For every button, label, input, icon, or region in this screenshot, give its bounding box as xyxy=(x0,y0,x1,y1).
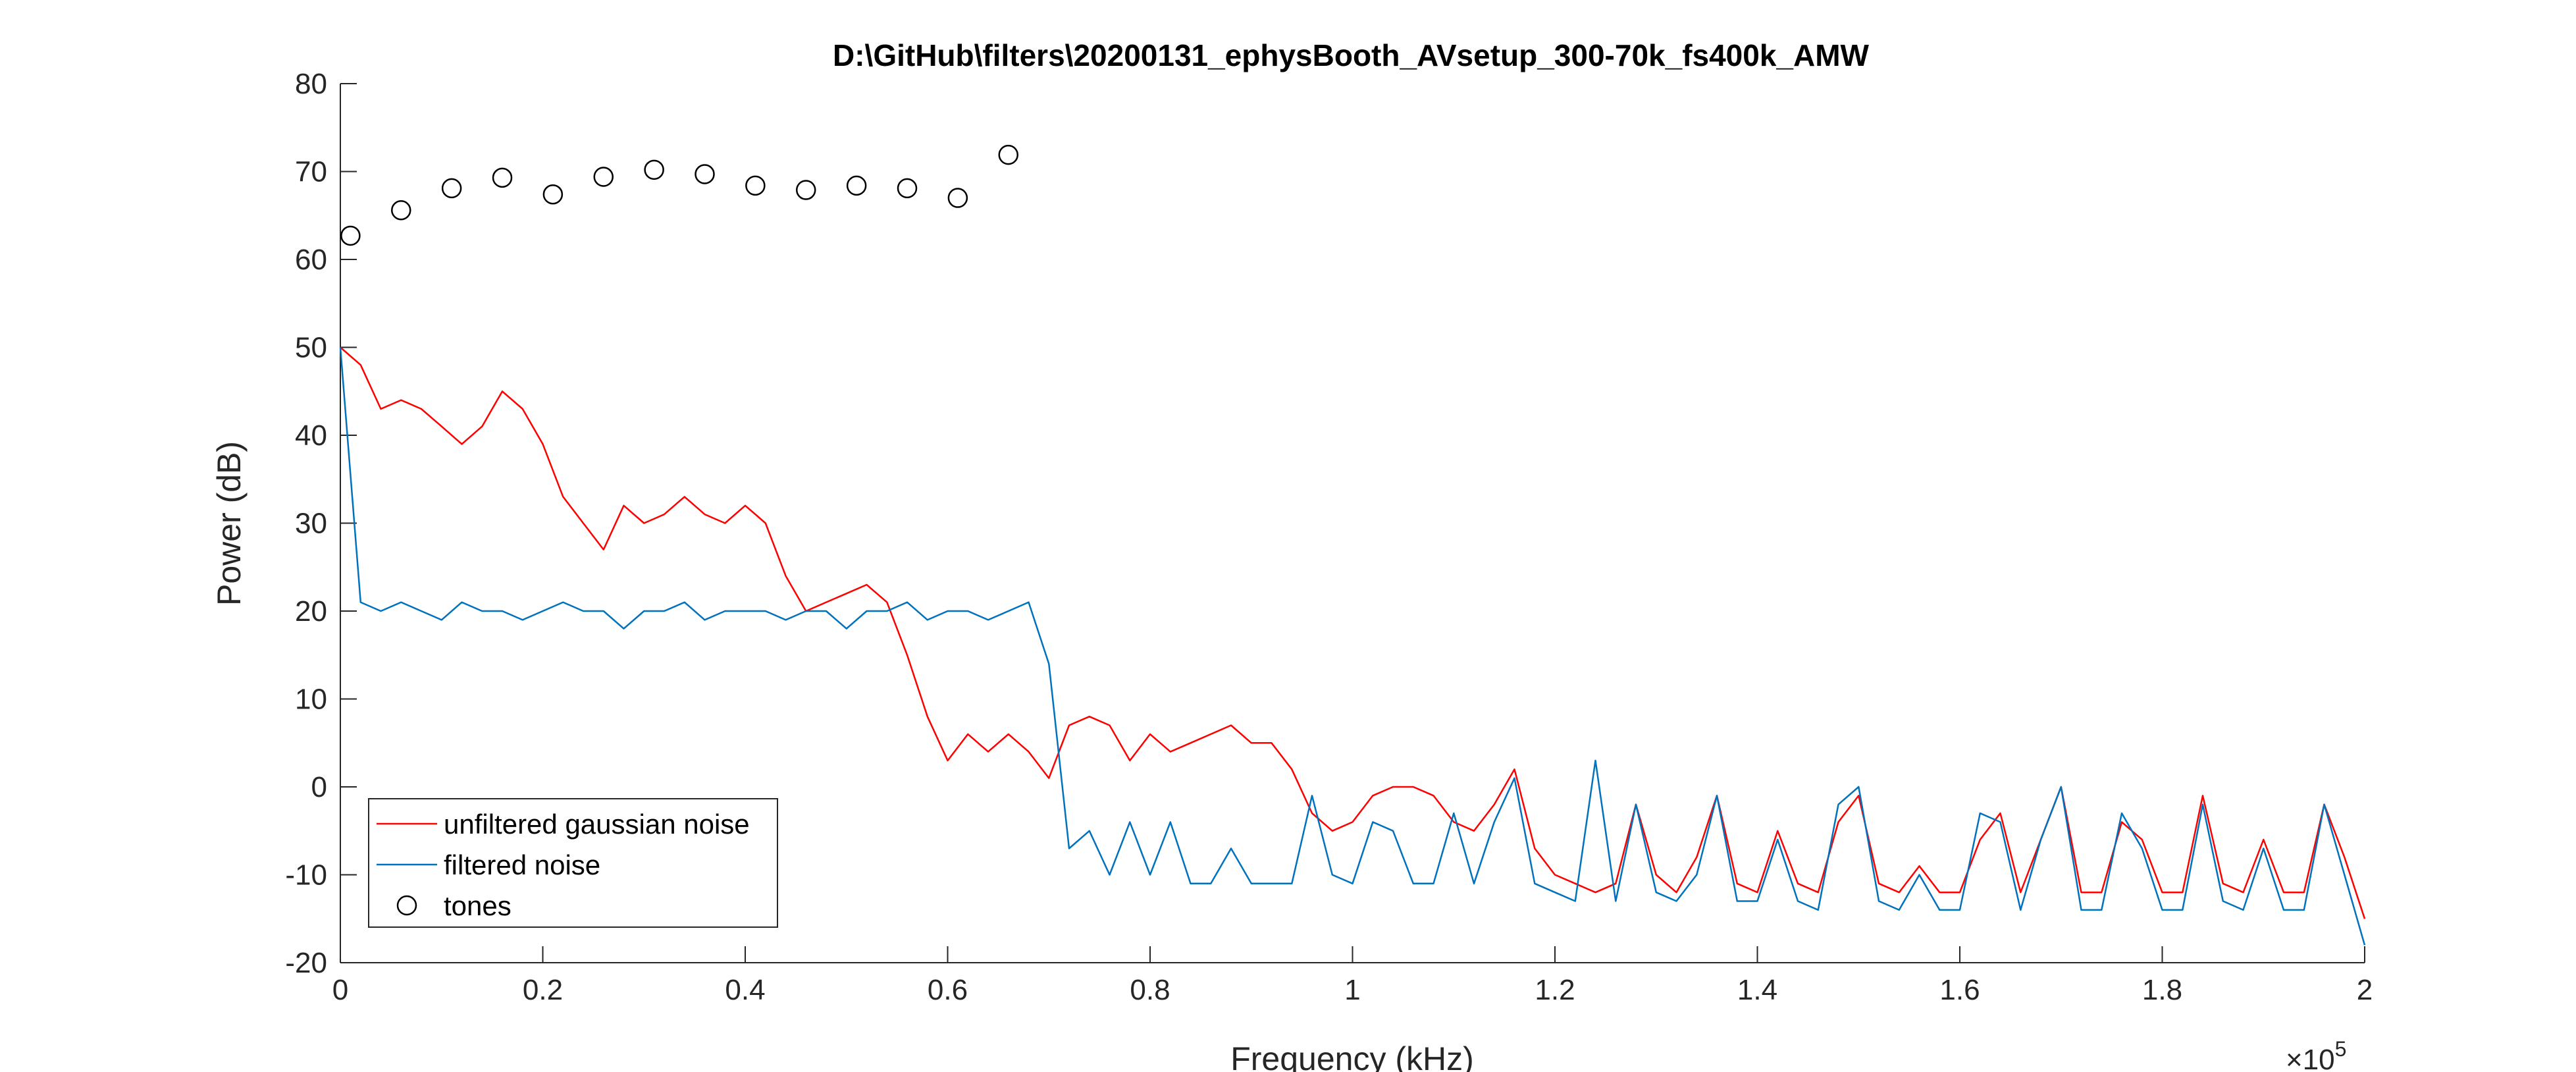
x-tick-label: 0.8 xyxy=(1130,974,1170,1006)
y-tick-label: 50 xyxy=(295,332,327,364)
x-tick-label: 2 xyxy=(2357,974,2373,1006)
x-exponent: ×105 xyxy=(2286,1037,2346,1072)
tone-point xyxy=(542,184,564,205)
x-tick-label: 1.6 xyxy=(1939,974,1980,1006)
tone-point xyxy=(947,188,968,208)
legend: unfiltered gaussian noise filtered noise t… xyxy=(368,798,778,928)
tone-point xyxy=(897,178,918,199)
x-tick-label: 0.2 xyxy=(523,974,563,1006)
x-tick-label: 1.2 xyxy=(1535,974,1575,1006)
legend-label: filtered noise xyxy=(444,849,600,880)
legend-box xyxy=(368,798,778,928)
tone-point xyxy=(441,178,462,199)
x-axis-label: Frequency (kHz) xyxy=(1230,1040,1474,1072)
y-tick-label: -20 xyxy=(285,947,327,979)
y-tick-label: -10 xyxy=(285,859,327,892)
tone-point xyxy=(593,167,614,187)
x-tick-label: 1.8 xyxy=(2142,974,2182,1006)
tone-point xyxy=(846,175,867,196)
legend-marker xyxy=(396,895,417,916)
series-line xyxy=(339,347,2366,946)
tone-point xyxy=(492,167,513,188)
x-tick-label: 0.6 xyxy=(928,974,968,1006)
tone-point xyxy=(796,180,816,200)
tone-point xyxy=(391,200,411,221)
y-tick-label: 60 xyxy=(295,244,327,276)
x-tick-label: 1.4 xyxy=(1737,974,1777,1006)
y-tick-label: 20 xyxy=(295,595,327,628)
x-tick-label: 0.4 xyxy=(725,974,765,1006)
y-tick-label: 70 xyxy=(295,156,327,188)
x-exponent-power: 5 xyxy=(2335,1037,2347,1061)
legend-label: tones xyxy=(444,890,512,921)
y-tick-label: 30 xyxy=(295,508,327,540)
y-tick-label: 0 xyxy=(311,771,327,803)
tone-point xyxy=(340,225,361,246)
tone-point xyxy=(745,175,766,196)
y-tick-label: 40 xyxy=(295,419,327,452)
x-tick-label: 1 xyxy=(1344,974,1360,1006)
y-tick-label: 80 xyxy=(295,68,327,100)
y-axis-label: Power (dB) xyxy=(211,441,248,606)
tone-point xyxy=(644,159,664,180)
series-line xyxy=(340,346,2366,919)
legend-label: unfiltered gaussian noise xyxy=(444,809,750,840)
tone-point xyxy=(695,164,715,184)
tone-point xyxy=(998,144,1018,165)
x-tick-label: 0 xyxy=(332,974,348,1006)
chart-title: D:\GitHub\filters\20200131_ephysBooth_AV… xyxy=(833,38,1870,72)
y-tick-label: 10 xyxy=(295,683,327,716)
x-exponent-base: ×10 xyxy=(2286,1044,2335,1072)
